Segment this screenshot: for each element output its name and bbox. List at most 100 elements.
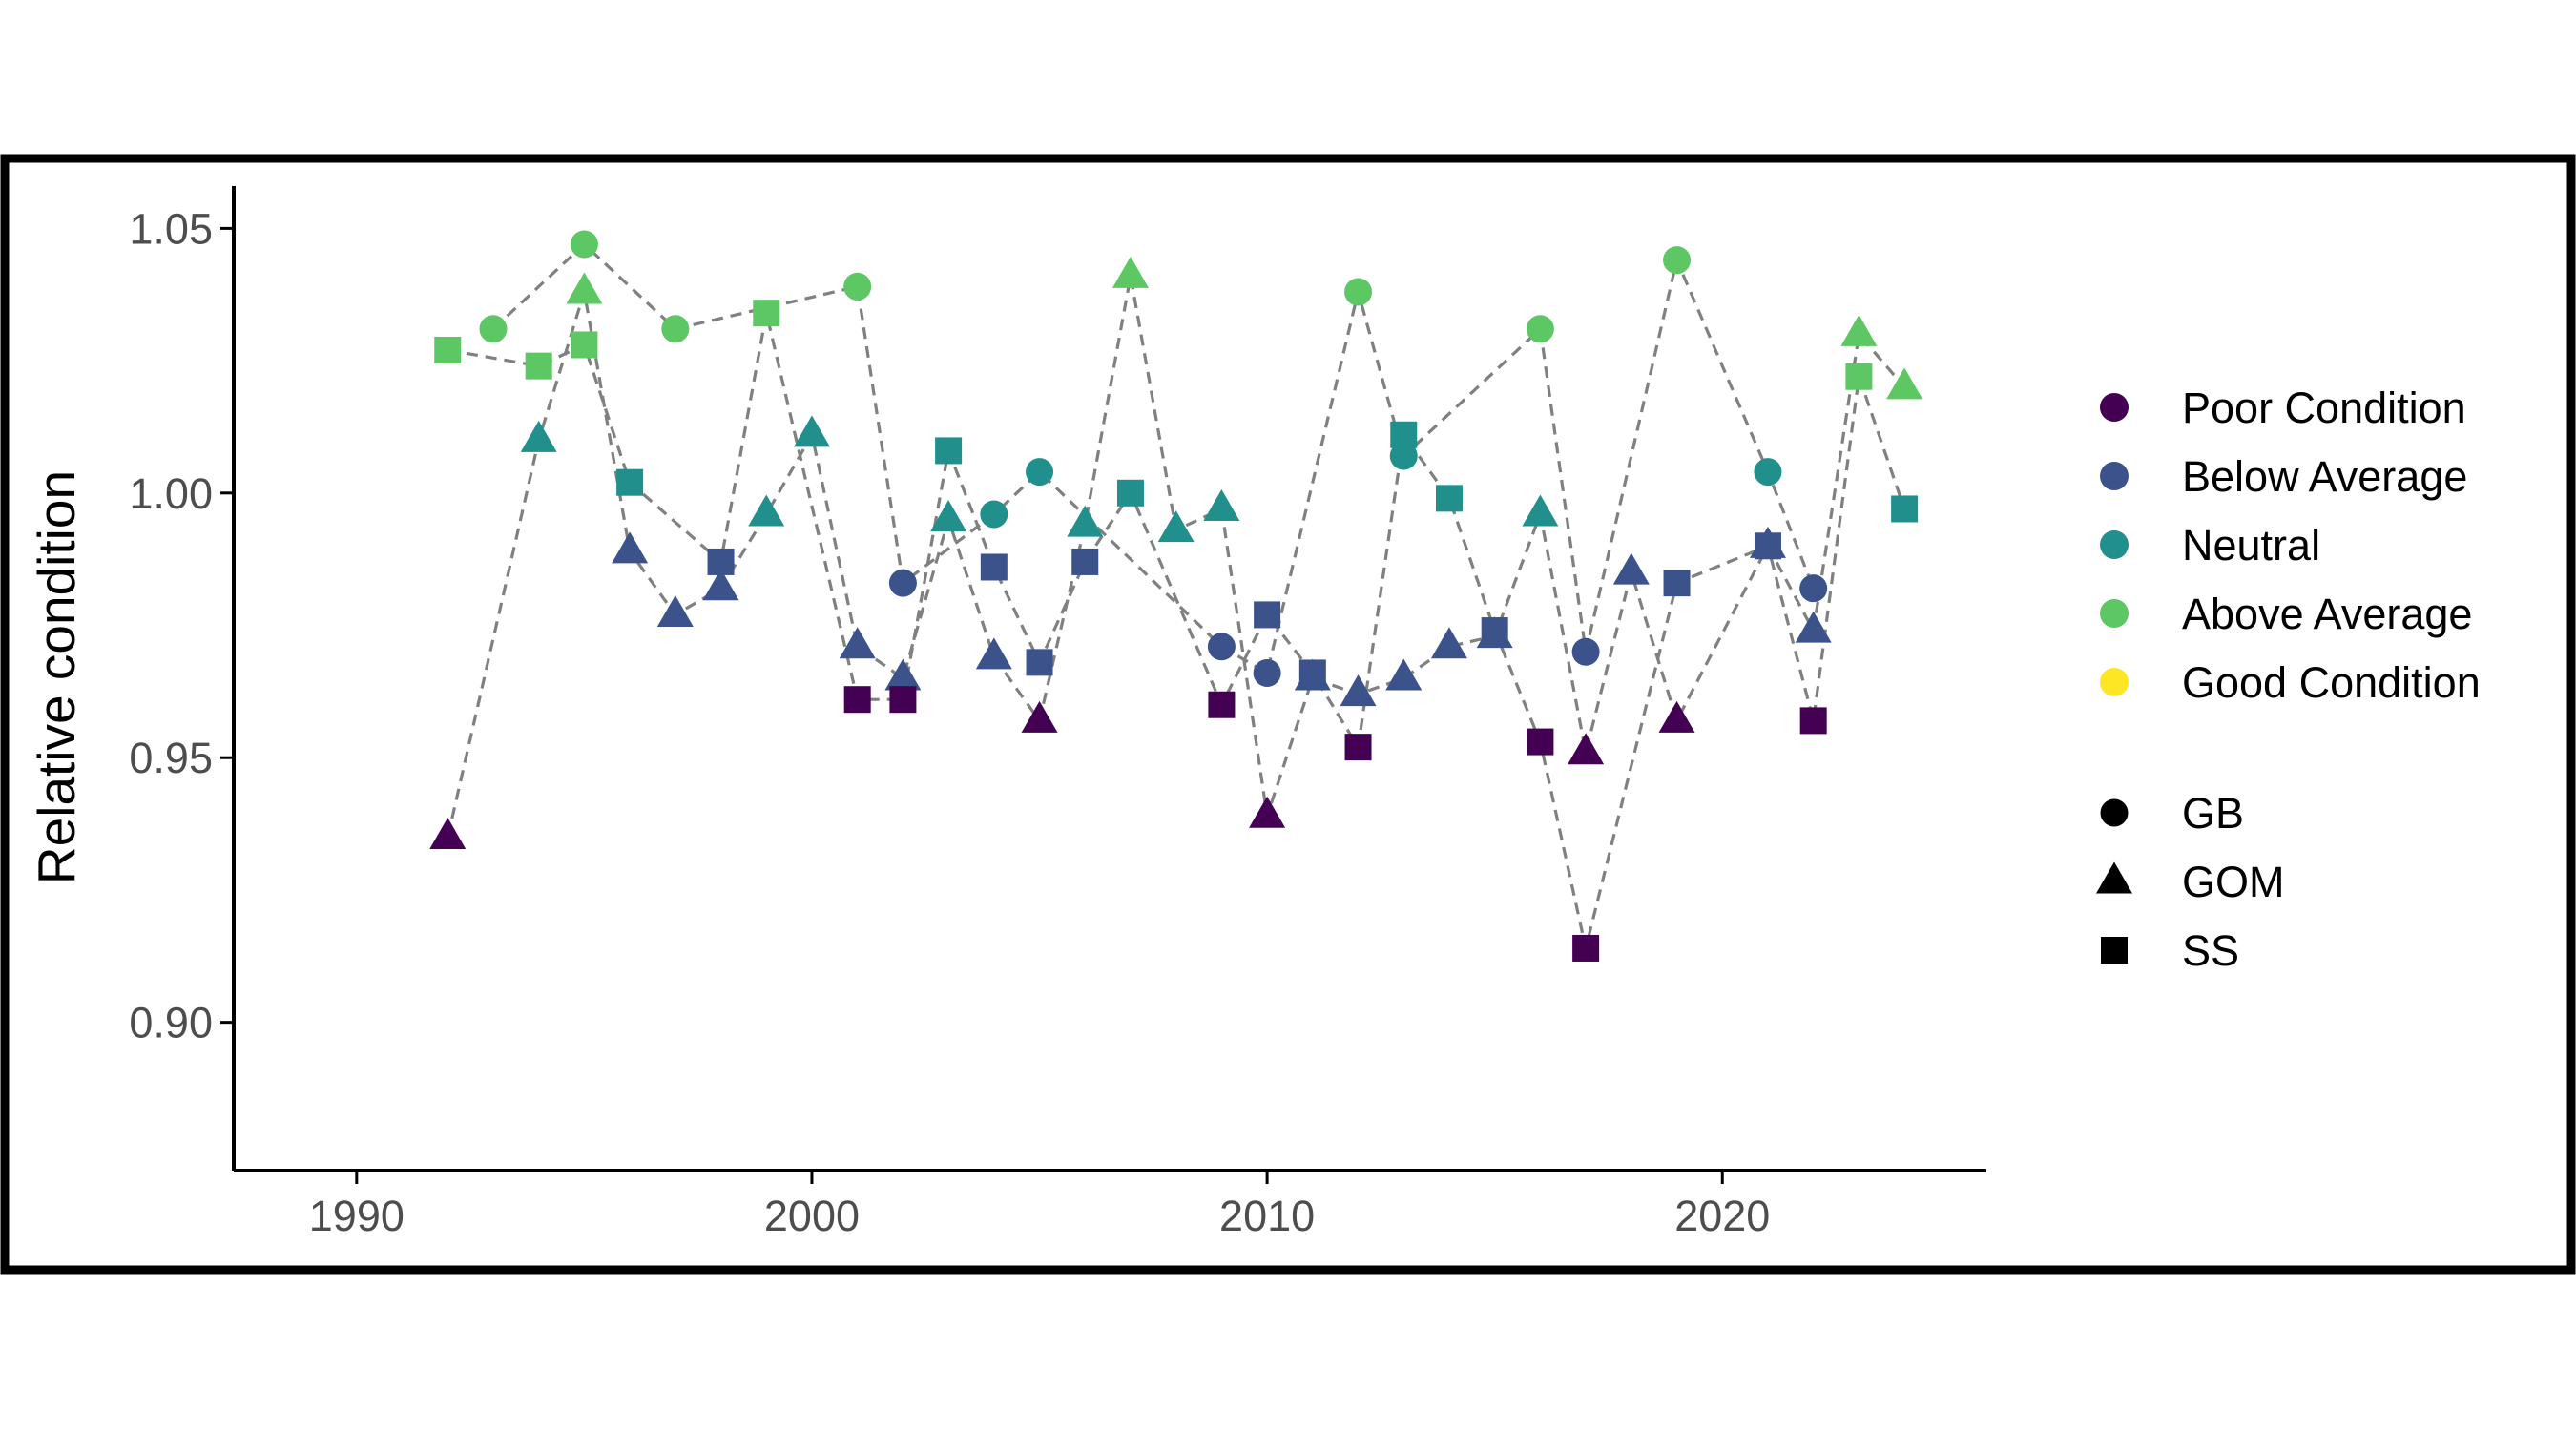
data-point-gom: [1795, 611, 1832, 643]
legend-label-region: GB: [2182, 789, 2244, 838]
data-point-gom: [930, 500, 967, 532]
data-point-gom: [612, 531, 649, 564]
data-point-gom: [1111, 256, 1149, 288]
data-point-gom: [1157, 510, 1195, 543]
data-point-gom: [1612, 552, 1650, 585]
data-point-gom: [1430, 627, 1467, 659]
data-point-ss: [616, 468, 644, 496]
data-point-ss: [1891, 495, 1919, 523]
data-point-gb: [1207, 633, 1236, 661]
data-point-gom: [884, 658, 922, 691]
data-point-gb: [1253, 658, 1281, 687]
data-point-gb: [980, 500, 1008, 529]
data-point-gom: [702, 569, 739, 601]
data-point-gb: [1799, 574, 1828, 603]
data-point-ss: [1254, 601, 1281, 629]
legend-label-condition: Poor Condition: [2182, 384, 2466, 432]
data-point-ss: [1754, 532, 1781, 560]
x-tick-label: 1990: [309, 1192, 405, 1240]
y-tick-label: 1.00: [129, 469, 213, 518]
data-point-gom: [1658, 700, 1695, 733]
data-point-ss: [753, 300, 780, 327]
legend-label-condition: Above Average: [2182, 590, 2472, 638]
data-point-gom: [656, 594, 694, 627]
y-tick-label: 1.05: [129, 204, 213, 253]
x-ticks: 1990 2000 2010 2020: [309, 1171, 1770, 1240]
data-point-gb: [1389, 442, 1418, 470]
data-point-ss: [1527, 728, 1554, 756]
data-point-ss: [843, 686, 871, 714]
legend-label-region: GOM: [2182, 858, 2285, 906]
data-point-ss: [1298, 659, 1326, 687]
legend-key-region: [2101, 937, 2128, 964]
legend-key-condition: [2100, 599, 2129, 628]
x-tick-label: 2020: [1674, 1192, 1770, 1240]
data-point-ss: [571, 331, 598, 359]
data-point-ss: [1799, 707, 1827, 735]
data-point-gom: [1340, 674, 1377, 707]
data-point-gb: [570, 230, 598, 259]
data-point-gom: [1886, 367, 1923, 400]
legend-key-region: [2100, 798, 2129, 827]
legend-key-region: [2096, 861, 2132, 894]
data-point-gom: [1522, 494, 1559, 527]
data-point-gb: [661, 315, 690, 343]
data-point-gb: [1754, 458, 1782, 487]
data-point-gb: [1026, 458, 1054, 487]
y-ticks: 0.90 0.95 1.00 1.05: [129, 204, 234, 1047]
region-legend: GB GOM SS: [2096, 789, 2285, 975]
data-point-gb: [1526, 315, 1554, 343]
data-point-ss: [1344, 734, 1372, 761]
y-tick-label: 0.90: [129, 999, 213, 1047]
data-point-gb: [1663, 246, 1692, 275]
data-point-gom: [793, 415, 830, 447]
condition-legend: Poor Condition Below Average Neutral Above …: [2100, 384, 2481, 707]
legend-key-condition: [2100, 462, 2129, 490]
data-point-ss: [1481, 617, 1508, 645]
data-point-gom: [1385, 658, 1423, 691]
data-point-gb: [1571, 637, 1600, 666]
data-point-ss: [1845, 363, 1873, 390]
data-point-gom: [1840, 314, 1878, 346]
legend-key-condition: [2100, 668, 2129, 696]
data-point-ss: [1208, 691, 1236, 718]
data-point-ss: [525, 352, 552, 380]
data-point-gom: [839, 627, 876, 659]
legend-key-condition: [2100, 393, 2129, 422]
data-point-gom: [748, 494, 785, 527]
data-point-gom: [1021, 700, 1058, 733]
x-tick-label: 2010: [1219, 1192, 1315, 1240]
data-point-gom: [1203, 488, 1240, 521]
series-points: [429, 230, 1923, 962]
data-point-ss: [1435, 485, 1463, 512]
x-tick-label: 2000: [764, 1192, 860, 1240]
data-point-gom: [1067, 505, 1104, 537]
plot-area: 1990 2000 2010 2020 0.90 0.95 1.00 1.05: [129, 186, 1986, 1240]
y-axis-title: Relative condition: [27, 470, 86, 884]
data-point-gb: [1344, 278, 1373, 306]
data-point-ss: [707, 548, 735, 575]
legend-key-condition: [2100, 530, 2129, 559]
data-point-ss: [1572, 934, 1600, 962]
data-point-ss: [1116, 479, 1144, 507]
data-point-ss: [1390, 421, 1418, 448]
data-point-gb: [843, 272, 872, 301]
data-point-gom: [1249, 796, 1286, 828]
legend-label-condition: Neutral: [2182, 521, 2320, 570]
data-point-gom: [975, 637, 1012, 670]
data-point-gb: [479, 315, 508, 343]
data-point-ss: [980, 553, 1008, 581]
data-point-ss: [1663, 570, 1691, 597]
data-point-gom: [566, 272, 603, 304]
data-point-gom: [1568, 733, 1605, 765]
data-point-gom: [429, 817, 467, 849]
data-point-ss: [935, 437, 963, 465]
data-point-ss: [434, 337, 462, 363]
legend-label-condition: Good Condition: [2182, 658, 2481, 707]
data-point-ss: [1026, 649, 1053, 676]
data-point-gb: [888, 569, 917, 597]
data-point-gom: [520, 420, 557, 452]
data-point-ss: [1071, 548, 1099, 575]
y-tick-label: 0.95: [129, 734, 213, 782]
